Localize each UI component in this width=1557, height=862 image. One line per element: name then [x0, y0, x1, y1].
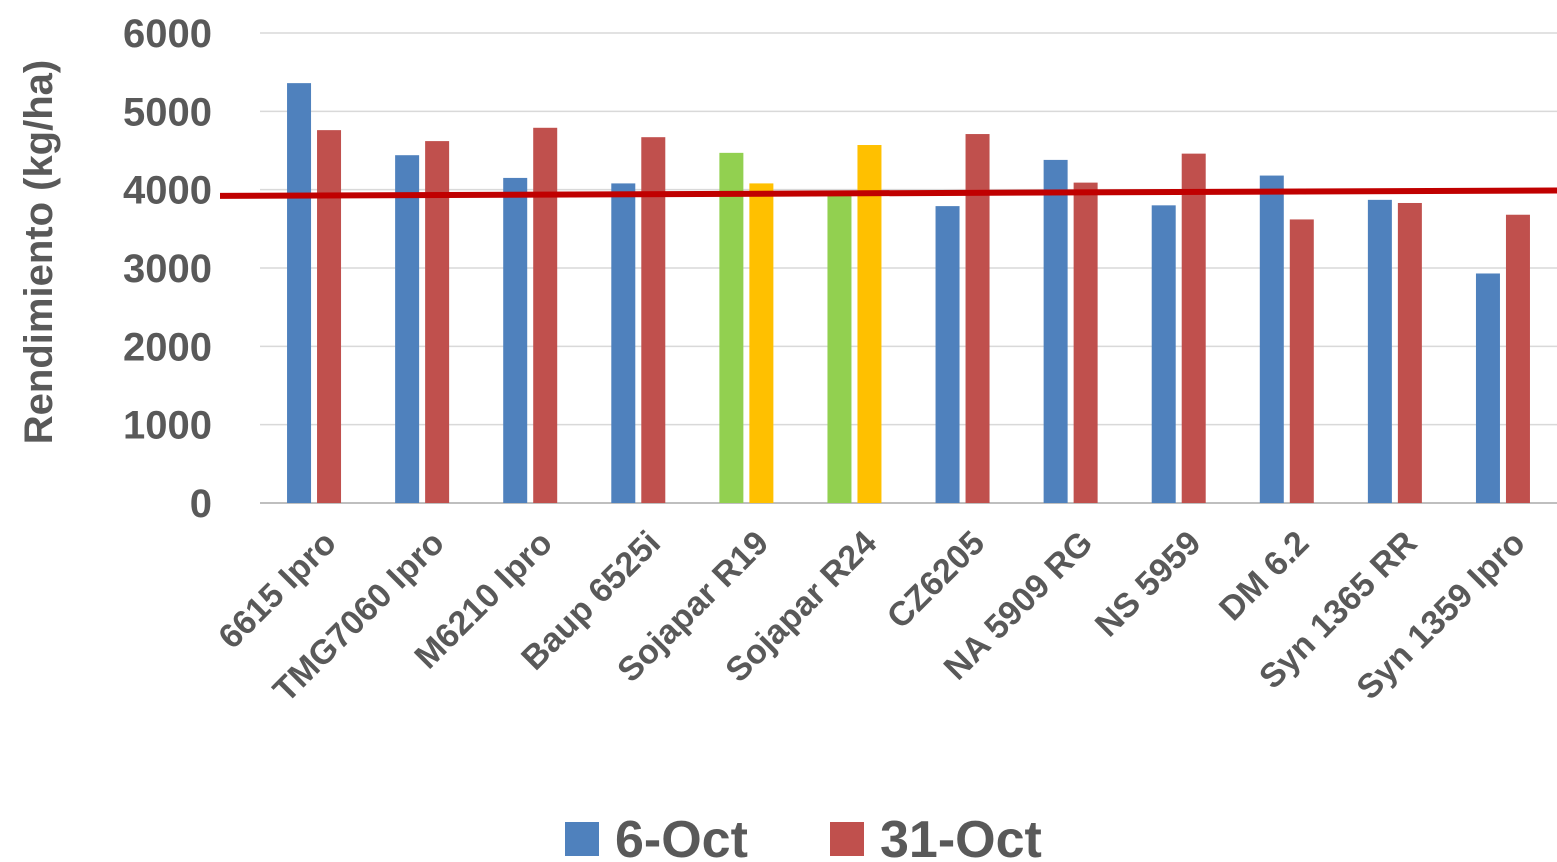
bar-31-oct: [1397, 202, 1422, 503]
bar-31-oct: [641, 137, 666, 503]
y-axis-title: Rendimiento (kg/ha): [17, 60, 61, 444]
bar-31-oct: [1181, 153, 1206, 503]
y-tick-label: 5000: [123, 90, 212, 134]
bar-31-oct: [425, 141, 450, 503]
bar-31-oct: [317, 130, 342, 503]
bar-31-oct: [965, 134, 990, 504]
bar-31-oct: [1073, 182, 1098, 503]
bar-6-oct: [1151, 205, 1176, 504]
bar-6-oct: [1259, 175, 1284, 504]
legend-label: 6-Oct: [615, 811, 748, 862]
bar-31-oct: [1289, 219, 1314, 503]
y-tick-label: 2000: [123, 325, 212, 369]
bar-31-oct: [1505, 214, 1530, 503]
bar-6-oct: [1043, 159, 1068, 503]
bar-6-oct: [611, 183, 636, 503]
bar-6-oct: [827, 192, 852, 504]
legend-label: 31-Oct: [880, 811, 1042, 862]
y-tick-label: 6000: [123, 12, 212, 56]
bar-6-oct: [503, 177, 528, 503]
bar-6-oct: [287, 83, 312, 503]
legend-swatch-31-oct: [830, 822, 864, 856]
y-tick-label: 4000: [123, 169, 212, 213]
bars: [287, 83, 1530, 504]
x-tick-label: CZ6205: [880, 524, 992, 636]
y-axis-ticks: 0 1000 2000 3000 4000 5000 6000: [123, 12, 212, 526]
y-tick-label: 3000: [123, 247, 212, 291]
trend-line-group: [219, 187, 1557, 199]
trend-line: [219, 187, 1557, 199]
y-tick-label: 1000: [123, 404, 212, 448]
bar-31-oct: [749, 183, 774, 503]
bar-31-oct: [857, 145, 882, 503]
bar-6-oct: [1475, 273, 1500, 503]
legend: 6-Oct 31-Oct: [565, 811, 1042, 862]
bar-31-oct: [533, 127, 558, 504]
bar-6-oct: [395, 155, 420, 503]
y-tick-label: 0: [190, 482, 212, 526]
bar-6-oct: [935, 206, 960, 503]
bar-6-oct: [719, 152, 744, 503]
x-tick-label: NS 5959: [1088, 524, 1208, 644]
x-tick-label: DM 6.2: [1212, 524, 1316, 628]
bar-6-oct: [1367, 199, 1392, 503]
gridlines: [260, 32, 1557, 504]
legend-swatch-6-oct: [565, 822, 599, 856]
